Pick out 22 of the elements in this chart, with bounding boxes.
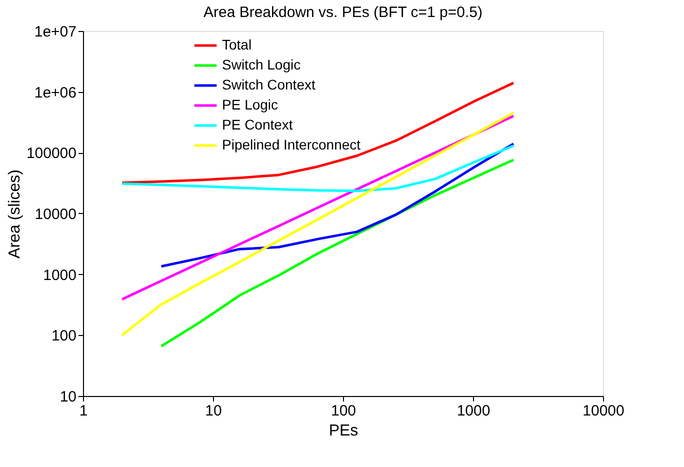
x-tick-label: 1 <box>79 402 88 420</box>
legend-label: Pipelined Interconnect <box>222 136 361 152</box>
legend-label: PE Logic <box>222 96 278 112</box>
legend-label: Total <box>222 36 252 52</box>
chart-title: Area Breakdown vs. PEs (BFT c=1 p=0.5) <box>203 4 483 21</box>
legend-label: PE Context <box>222 116 293 132</box>
x-tick-label: 10 <box>205 402 222 420</box>
legend-label: Switch Logic <box>222 56 301 72</box>
y-tick-label: 10000 <box>34 206 76 223</box>
y-axis-title: Area (slices) <box>6 170 24 258</box>
y-tick-label: 1e+06 <box>34 84 76 102</box>
x-tick-label: 10000 <box>582 402 624 420</box>
legend-label: Switch Context <box>222 76 316 92</box>
x-tick-label: 1000 <box>456 402 490 420</box>
y-tick-label: 10 <box>60 388 76 406</box>
x-tick-label: 100 <box>330 402 356 420</box>
line-series <box>120 112 515 336</box>
x-axis-title: PEs <box>328 422 358 440</box>
y-tick-label: 1000 <box>43 266 76 284</box>
y-tick-label: 100 <box>51 328 76 345</box>
y-tick-label: 100000 <box>26 145 76 162</box>
y-tick-label: 1e+07 <box>34 24 76 40</box>
